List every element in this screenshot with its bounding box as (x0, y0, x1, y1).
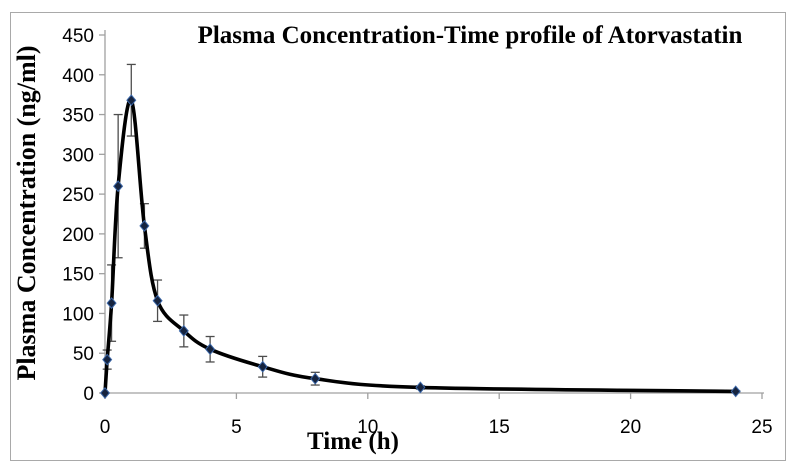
y-tick-label: 250 (62, 185, 94, 206)
y-tick-label: 200 (62, 225, 94, 246)
y-tick-label: 50 (73, 344, 94, 365)
data-markers (99, 94, 741, 399)
concentration-curve (103, 98, 738, 395)
y-tick-label: 150 (62, 265, 94, 286)
data-point-marker (126, 94, 137, 107)
x-tick-label: 20 (620, 417, 641, 438)
axes: 0 50 100 150 200 250 300 350 400 450 0 5 10 15 20 25 (62, 26, 772, 438)
y-tick-label: 100 (62, 304, 94, 325)
data-point-marker (102, 353, 113, 366)
x-tick-label: 10 (357, 417, 378, 438)
y-tick-label: 350 (62, 106, 94, 127)
y-tick-label: 300 (62, 145, 94, 166)
y-tick-label: 400 (62, 66, 94, 87)
x-axis-title: Time (h) (307, 428, 399, 455)
chart-title: Plasma Concentration-Time profile of Ato… (197, 22, 743, 49)
x-tick-label: 15 (489, 417, 510, 438)
data-point-marker (178, 324, 189, 337)
x-tick-label: 5 (231, 417, 242, 438)
data-point-marker (99, 387, 111, 399)
data-point-marker (139, 219, 150, 232)
x-tick-label: 25 (751, 417, 772, 438)
y-tick-label: 0 (83, 384, 94, 405)
data-point-marker (106, 297, 117, 310)
data-point-marker (310, 372, 321, 385)
data-point-marker (113, 180, 124, 193)
chart-border (10, 12, 786, 461)
data-point-marker (415, 381, 426, 394)
x-tick-label: 0 (100, 417, 111, 438)
data-point-marker (205, 343, 216, 356)
data-point-marker (152, 294, 163, 307)
data-point-marker (730, 385, 741, 398)
data-point-marker (257, 360, 268, 373)
y-tick-label: 450 (62, 26, 94, 47)
